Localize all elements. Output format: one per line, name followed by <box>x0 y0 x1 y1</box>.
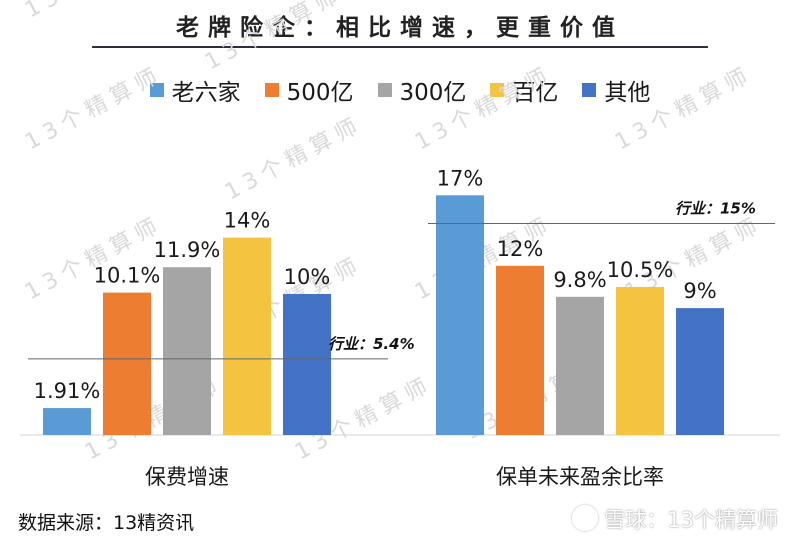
watermark-text: 13个精算师 <box>21 62 167 155</box>
chart-title: 老牌险企：相比增速，更重价值 <box>176 15 624 41</box>
title-underline <box>92 46 708 48</box>
legend-swatch <box>490 83 505 97</box>
watermark-text: 13个精算师 <box>21 0 167 23</box>
legend-item: 百亿 <box>490 73 558 107</box>
legend-label: 百亿 <box>512 80 559 106</box>
bar <box>436 195 484 435</box>
benchmark-label: 行业：15% <box>675 200 756 218</box>
data-label: 10.1% <box>94 264 161 288</box>
snowball-logo-icon <box>572 505 599 531</box>
watermark-text: 13个精算师 <box>221 112 367 205</box>
legend-item: 300亿 <box>377 73 467 107</box>
brand-text: 雪球：13个精算师 <box>604 508 778 532</box>
data-label: 1.91% <box>34 379 101 403</box>
legend-label: 其他 <box>604 80 651 106</box>
bar <box>103 292 151 435</box>
legend-label: 老六家 <box>171 80 241 106</box>
legend-item: 500亿 <box>264 73 354 107</box>
benchmark-label: 行业：5.4% <box>328 335 415 353</box>
watermark-text: 13个精算师 <box>611 62 757 155</box>
bar <box>556 296 604 435</box>
legend-label: 300亿 <box>399 80 467 106</box>
bar <box>43 408 91 435</box>
data-label: 11.9% <box>154 238 221 262</box>
data-label: 10% <box>284 265 331 289</box>
legend-item: 其他 <box>582 73 650 107</box>
data-label: 9.8% <box>553 268 606 292</box>
watermark-text: 13个精算师 <box>201 0 347 75</box>
legend-label: 500亿 <box>286 80 354 106</box>
watermark-text: 13个精算师 <box>21 212 167 305</box>
bar <box>496 265 544 435</box>
data-label: 10.5% <box>607 258 674 282</box>
data-label: 9% <box>683 279 716 303</box>
bar <box>676 308 724 435</box>
brand-watermark: 雪球：13个精算师 <box>572 504 778 534</box>
category-label: 保费增速 <box>145 465 229 489</box>
category-label: 保单未来盈余比率 <box>496 465 664 489</box>
legend-swatch <box>377 83 392 97</box>
legend-item: 老六家 <box>149 73 241 107</box>
legend-swatch <box>582 83 597 97</box>
bar <box>223 237 271 435</box>
watermark-text: 13个精算师 <box>411 62 557 155</box>
data-source-note: 数据来源：13精资讯 <box>18 512 195 534</box>
data-label: 12% <box>497 237 544 261</box>
data-label: 17% <box>437 166 484 190</box>
data-label: 14% <box>224 209 271 233</box>
legend-swatch <box>264 83 279 97</box>
bar <box>163 267 211 435</box>
bar <box>283 294 331 435</box>
legend: 老六家 500亿 300亿 百亿 其他 <box>0 74 800 106</box>
bar <box>616 286 664 435</box>
legend-swatch <box>149 83 164 97</box>
